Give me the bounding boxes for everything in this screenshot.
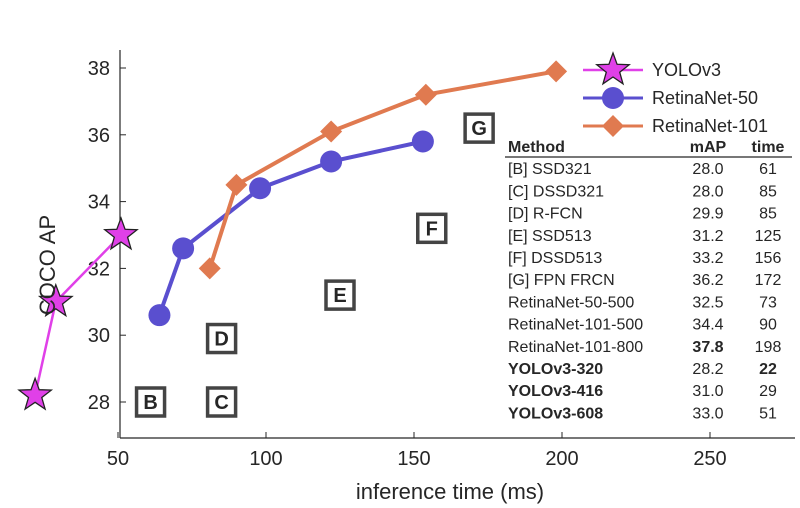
- point-label-box: [324, 279, 356, 311]
- series-1-point: [148, 304, 171, 327]
- table-cell-time: 172: [755, 272, 782, 289]
- table-cell-map: 28.2: [692, 361, 723, 378]
- legend-label-2: RetinaNet-101: [652, 116, 768, 136]
- point-label-box: [463, 112, 495, 144]
- table-cell-method: RetinaNet-101-800: [508, 339, 643, 356]
- point-labels: B C D E F G: [134, 112, 495, 418]
- series-layer: [17, 60, 568, 411]
- table-cell-method: YOLOv3-320: [508, 361, 603, 378]
- point-label-text: C: [214, 392, 228, 414]
- table-cell-method: RetinaNet-50-500: [508, 294, 634, 311]
- table-header-time: time: [752, 139, 785, 156]
- table-cell-map: 28.0: [692, 183, 723, 200]
- point-label-box: [134, 386, 167, 418]
- x-tick-label: 250: [693, 448, 726, 470]
- axes: 50 100 150 200 250 28 30 32 34 36 38: [88, 50, 795, 470]
- table-cell-method: RetinaNet-101-500: [508, 317, 643, 334]
- table-cell-method: [B] SSD321: [508, 161, 592, 178]
- table-cell-time: 85: [759, 206, 777, 223]
- series-2-point: [198, 257, 221, 280]
- point-label-text: G: [471, 118, 487, 140]
- table-cell-map: 28.0: [692, 161, 723, 178]
- table-cell-map: 37.8: [692, 339, 723, 356]
- point-label-box: [205, 322, 238, 355]
- series-line-1: [157, 139, 424, 316]
- table-cell-map: 32.5: [692, 294, 723, 311]
- series-1-point: [320, 150, 343, 173]
- y-tick-label: 34: [88, 192, 110, 214]
- y-axis-title: COCO AP: [35, 215, 60, 315]
- table-cell-time: 73: [759, 294, 777, 311]
- table-cell-map: 31.0: [692, 383, 723, 400]
- legend-marker-2: [602, 115, 624, 137]
- series-2-point: [225, 173, 248, 196]
- point-label-text: B: [143, 392, 157, 414]
- table-header-map: mAP: [690, 139, 727, 156]
- table-cell-map: 34.4: [692, 317, 723, 334]
- table-cell-time: 198: [755, 339, 782, 356]
- legend-label-0: YOLOv3: [652, 60, 721, 80]
- table-cell-time: 22: [759, 361, 777, 378]
- table-cell-map: 29.9: [692, 206, 723, 223]
- x-tick-label: 150: [397, 448, 430, 470]
- legend-marker-0: [595, 51, 631, 86]
- table-cell-time: 51: [759, 405, 777, 422]
- table-cell-method: [F] DSSD513: [508, 250, 602, 267]
- table-cell-method: [C] DSSD321: [508, 183, 604, 200]
- series-2-point: [320, 120, 343, 143]
- table-cell-method: YOLOv3-608: [508, 405, 603, 422]
- legend: YOLOv3 RetinaNet-50 RetinaNet-101: [583, 51, 768, 137]
- series-2-point: [545, 60, 568, 83]
- x-tick-label: 50: [107, 448, 129, 470]
- table-cell-time: 156: [755, 250, 782, 267]
- series-1-point: [249, 177, 272, 200]
- legend-marker-1: [602, 87, 624, 109]
- point-label-text: D: [214, 329, 228, 351]
- y-tick-label: 28: [88, 392, 110, 414]
- series-0-point: [17, 376, 54, 411]
- point-label-box: [416, 212, 448, 245]
- table-cell-map: 33.0: [692, 405, 723, 422]
- table-cell-map: 36.2: [692, 272, 723, 289]
- point-label-text: E: [333, 285, 346, 307]
- point-label-box: [205, 386, 238, 418]
- y-tick-label: 30: [88, 325, 110, 347]
- table-cell-method: [E] SSD513: [508, 228, 592, 245]
- table-cell-method: [D] R-FCN: [508, 206, 583, 223]
- series-0-point: [37, 282, 74, 318]
- x-axis-title: inference time (ms): [356, 479, 544, 504]
- series-1-point: [411, 130, 434, 153]
- point-label-text: F: [426, 218, 438, 240]
- table-cell-map: 31.2: [692, 228, 723, 245]
- methods-table: Method mAP time [B] SSD321 28.0 61 [C] DSSD321…: [505, 139, 792, 422]
- table-cell-time: 125: [755, 228, 782, 245]
- table-cell-map: 33.2: [692, 250, 723, 267]
- table-cell-method: [G] FPN FRCN: [508, 272, 615, 289]
- series-line-2: [207, 69, 557, 270]
- series-2-point: [414, 83, 437, 106]
- y-tick-label: 36: [88, 125, 110, 147]
- x-tick-label: 100: [249, 448, 282, 470]
- table-cell-time: 85: [759, 183, 777, 200]
- table-cell-time: 90: [759, 317, 777, 334]
- table-cell-time: 61: [759, 161, 777, 178]
- series-0-point: [103, 216, 139, 251]
- table-cell-time: 29: [759, 383, 777, 400]
- x-tick-label: 200: [545, 448, 578, 470]
- table-cell-method: YOLOv3-416: [508, 383, 603, 400]
- series-1-point: [172, 237, 195, 260]
- table-header-method: Method: [508, 139, 565, 156]
- legend-label-1: RetinaNet-50: [652, 88, 758, 108]
- y-tick-label: 38: [88, 58, 110, 80]
- y-tick-label: 32: [88, 258, 110, 280]
